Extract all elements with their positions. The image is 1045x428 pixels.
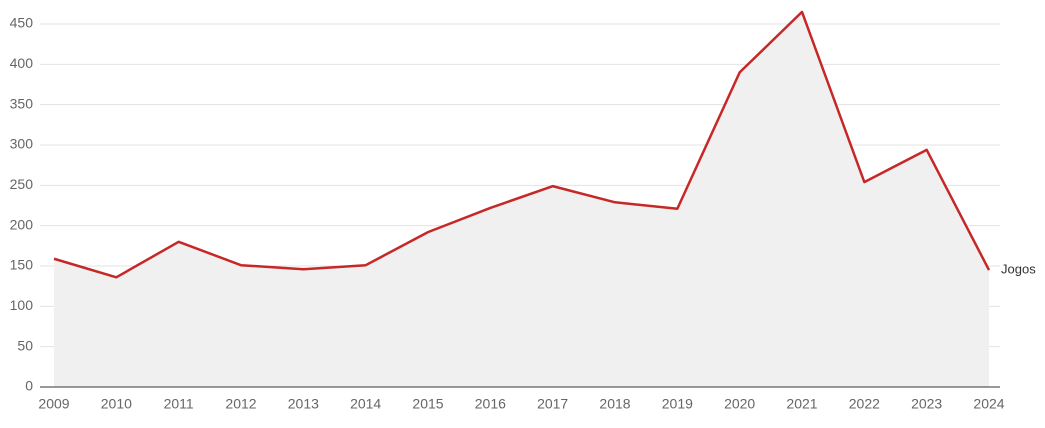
- y-tick-label: 100: [10, 297, 34, 313]
- y-tick-label: 150: [10, 257, 34, 273]
- x-tick-label: 2023: [911, 396, 942, 412]
- x-tick-label: 2009: [38, 396, 69, 412]
- y-tick-label: 450: [10, 15, 34, 31]
- x-tick-label: 2017: [537, 396, 568, 412]
- x-tick-label: 2013: [288, 396, 319, 412]
- series-label: Jogos: [1001, 261, 1036, 276]
- x-tick-label: 2019: [662, 396, 693, 412]
- y-tick-label: 200: [10, 216, 34, 232]
- x-tick-label: 2020: [724, 396, 755, 412]
- y-tick-label: 50: [17, 337, 33, 353]
- y-tick-label: 350: [10, 95, 34, 111]
- line: [53, 10, 991, 279]
- x-tick-label: 2018: [599, 396, 630, 412]
- y-tick-label: 300: [10, 136, 34, 152]
- x-tick-label: 2016: [475, 396, 506, 412]
- x-tick-label: 2014: [350, 396, 381, 412]
- x-tick-label: 2015: [412, 396, 443, 412]
- x-tick-label: 2011: [164, 396, 194, 412]
- x-tick-label: 2012: [225, 396, 256, 412]
- area: [54, 11, 989, 388]
- x-tick-label: 2010: [101, 396, 132, 412]
- x-tick-label: 2024: [973, 396, 1004, 412]
- y-tick-label: 400: [10, 55, 34, 71]
- y-tick-label: 250: [10, 176, 34, 192]
- x-tick-label: 2022: [849, 396, 880, 412]
- x-tick-label: 2021: [786, 396, 817, 412]
- y-tick-label: 0: [25, 378, 33, 394]
